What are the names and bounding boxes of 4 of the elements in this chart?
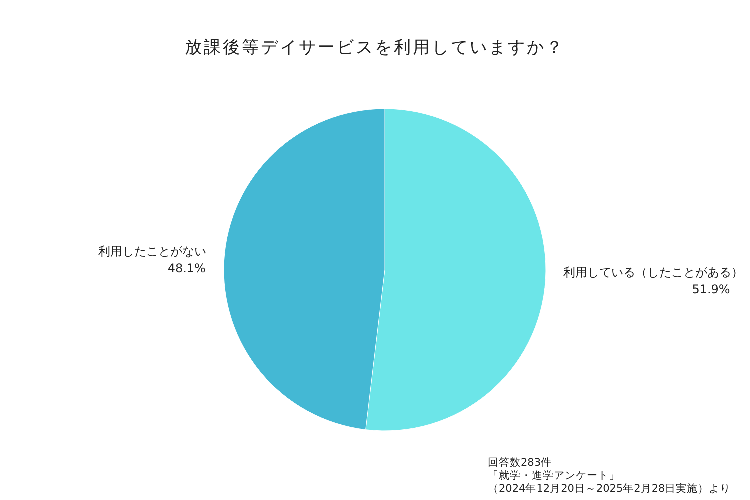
title: 放課後等デイサービスを利用していますか？ (185, 38, 565, 58)
annotation: 回答数283件 (488, 457, 552, 469)
annotation: 「就学・進学アンケート」 (488, 470, 620, 482)
annotation: （2024年12月20日～2025年2月28日実施）より (488, 483, 732, 495)
